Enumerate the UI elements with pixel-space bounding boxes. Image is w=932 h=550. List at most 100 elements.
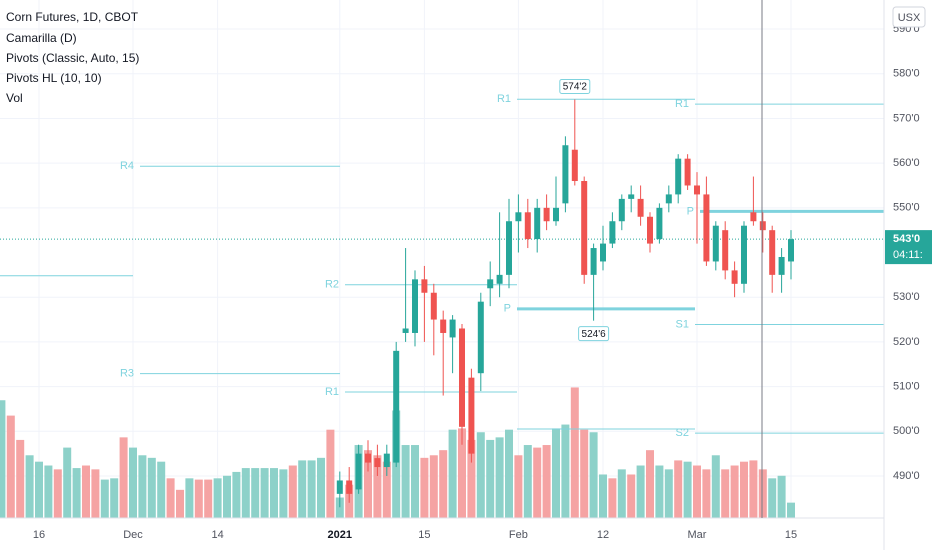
candle-body bbox=[374, 458, 381, 468]
volume-bar bbox=[411, 445, 419, 518]
candle-body bbox=[628, 194, 635, 199]
candle-body bbox=[675, 158, 682, 195]
candle-body bbox=[524, 212, 531, 240]
volume-bar bbox=[768, 478, 777, 518]
volume-bar bbox=[72, 468, 81, 518]
candle-body bbox=[515, 212, 522, 222]
volume-bar bbox=[129, 447, 137, 518]
volume-bar bbox=[307, 460, 316, 518]
volume-bar bbox=[100, 479, 109, 518]
volume-bar bbox=[495, 437, 504, 518]
candle-body bbox=[346, 480, 353, 494]
candle-body bbox=[534, 207, 541, 240]
pivot-label: R4 bbox=[120, 160, 134, 172]
indicator[interactable]: Camarilla (D) bbox=[6, 31, 77, 45]
volume-bar bbox=[25, 455, 34, 518]
y-tick-label: 570'0 bbox=[893, 112, 920, 124]
x-tick-label: 15 bbox=[785, 529, 797, 541]
volume-bar bbox=[711, 455, 720, 518]
pivot-label: R1 bbox=[497, 93, 511, 105]
y-tick-label: 550'0 bbox=[893, 202, 920, 214]
volume-bar bbox=[552, 428, 560, 518]
candle-body bbox=[703, 194, 710, 262]
volume-bar bbox=[44, 465, 53, 518]
candle-body bbox=[562, 145, 569, 204]
volume-bar bbox=[533, 447, 542, 518]
volume-bar bbox=[570, 387, 579, 518]
candle-body bbox=[647, 216, 653, 244]
volume-bar bbox=[298, 460, 307, 518]
volume-bar bbox=[260, 468, 269, 518]
volume-bar bbox=[617, 469, 626, 518]
pivot-label: S2 bbox=[676, 427, 689, 439]
candle-body bbox=[430, 292, 437, 320]
volume-bar bbox=[223, 475, 231, 518]
candle-body bbox=[609, 221, 616, 244]
volume-bar bbox=[646, 450, 654, 518]
y-tick-label: 580'0 bbox=[893, 68, 920, 80]
pivot-label: R2 bbox=[325, 279, 339, 291]
candle-body bbox=[600, 243, 606, 262]
volume-bar bbox=[279, 469, 288, 518]
indicator[interactable]: Pivots HL (10, 10) bbox=[6, 71, 102, 85]
candle-body bbox=[759, 221, 766, 231]
volume-bar bbox=[561, 424, 570, 518]
last-price-label: 543'0 bbox=[893, 233, 920, 245]
candle-body bbox=[712, 225, 719, 262]
countdown: 04:11: bbox=[893, 249, 923, 261]
candle-body bbox=[778, 256, 785, 275]
x-tick-label: 15 bbox=[418, 529, 430, 541]
volume-bar bbox=[514, 455, 523, 518]
volume-bar bbox=[35, 461, 43, 518]
volume-bar bbox=[326, 429, 335, 518]
volume-bar bbox=[185, 478, 194, 518]
candle-body bbox=[788, 239, 794, 262]
volume-bar bbox=[110, 478, 119, 518]
volume-bar bbox=[166, 478, 175, 518]
volume-bar bbox=[401, 445, 410, 518]
volume-bar bbox=[787, 502, 795, 518]
candle-body bbox=[741, 225, 747, 284]
candle-body bbox=[402, 328, 409, 333]
pivot-label: P bbox=[687, 205, 694, 217]
volume-bar bbox=[439, 450, 448, 518]
x-tick-label: Dec bbox=[123, 529, 143, 541]
volume-bar bbox=[213, 478, 222, 518]
candle-body bbox=[412, 279, 418, 333]
volume-bar bbox=[147, 457, 156, 518]
candle-body bbox=[383, 453, 390, 468]
indicator[interactable]: Pivots (Classic, Auto, 15) bbox=[6, 51, 139, 65]
candle-body bbox=[336, 480, 343, 494]
volume-bar bbox=[270, 468, 278, 518]
volume-bar bbox=[693, 465, 701, 518]
candle-body bbox=[365, 453, 371, 463]
volume-bar bbox=[523, 445, 532, 518]
volume-bar bbox=[542, 445, 551, 518]
volume-bar bbox=[458, 428, 466, 518]
volume-bar bbox=[721, 469, 730, 518]
currency-box[interactable] bbox=[892, 6, 926, 28]
candle-body bbox=[468, 377, 475, 454]
candle-body bbox=[694, 185, 700, 195]
volume-bar bbox=[429, 455, 438, 518]
candle-body bbox=[459, 328, 465, 427]
volume-bar bbox=[157, 461, 166, 518]
y-tick-label: 530'0 bbox=[893, 291, 920, 303]
indicator[interactable]: Vol bbox=[6, 91, 23, 105]
volume-bar bbox=[335, 497, 344, 518]
candle-body bbox=[440, 319, 447, 333]
pivot-label: P bbox=[504, 303, 511, 315]
candle-body bbox=[618, 198, 625, 222]
volume-bar bbox=[467, 439, 476, 518]
volume-bar bbox=[63, 447, 72, 518]
volume-bar bbox=[82, 465, 90, 518]
y-tick-label: 590'0 bbox=[893, 23, 920, 35]
candle-body bbox=[571, 149, 578, 182]
volume-bar bbox=[91, 469, 100, 518]
candle-body bbox=[421, 279, 428, 293]
candle-body bbox=[543, 207, 550, 222]
volume-bar bbox=[53, 469, 62, 518]
volume-bar bbox=[749, 460, 758, 518]
volume-bar bbox=[608, 478, 617, 518]
